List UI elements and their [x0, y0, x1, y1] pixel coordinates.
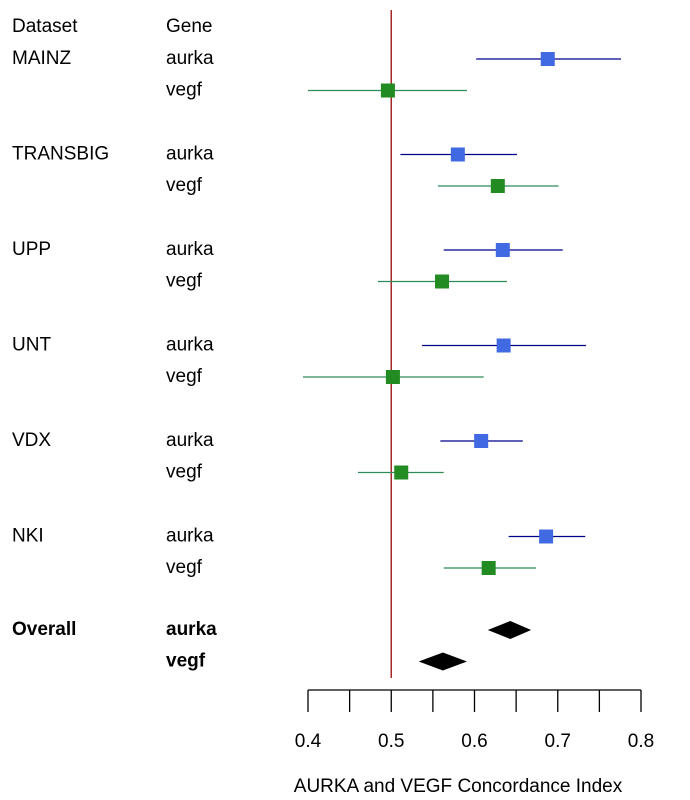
point-estimate — [495, 243, 510, 257]
x-tick-label: 0.5 — [378, 731, 404, 752]
dataset-label: MAINZ — [12, 48, 72, 69]
dataset-label: UNT — [12, 335, 51, 356]
point-estimate — [481, 561, 496, 575]
gene-label: aurka — [166, 526, 214, 547]
dataset-label: TRANSBIG — [12, 144, 109, 165]
point-estimate — [435, 274, 450, 289]
gene-label: aurka — [166, 335, 214, 356]
point-estimate — [394, 465, 409, 480]
point-estimate — [539, 529, 554, 544]
summary-diamond — [487, 621, 532, 639]
dataset-label: NKI — [12, 526, 44, 547]
summary-diamond — [418, 652, 468, 671]
gene-label: vegf — [166, 271, 203, 292]
summary-gene-label: aurka — [166, 619, 217, 640]
gene-label: vegf — [166, 366, 203, 387]
point-estimate — [490, 179, 505, 193]
header: Gene — [166, 16, 212, 37]
x-tick-label: 0.8 — [628, 731, 654, 752]
x-axis-label: AURKA and VEGF Concordance Index — [294, 776, 623, 797]
gene-label: aurka — [166, 239, 214, 260]
x-tick-label: 0.4 — [295, 731, 322, 752]
gene-label: aurka — [166, 144, 214, 165]
point-estimate — [496, 338, 511, 353]
summary-gene-label: vegf — [166, 651, 206, 672]
gene-label: vegf — [166, 557, 203, 578]
point-estimate — [474, 434, 489, 448]
dataset-label: UPP — [12, 239, 51, 260]
gene-label: aurka — [166, 430, 214, 451]
x-tick-label: 0.7 — [545, 731, 571, 752]
gene-label: vegf — [166, 80, 203, 101]
point-estimate — [385, 370, 400, 384]
gene-label: aurka — [166, 48, 214, 69]
point-estimate — [540, 52, 555, 66]
point-estimate — [450, 147, 465, 162]
dataset-label: VDX — [12, 430, 51, 451]
point-estimate — [380, 83, 395, 98]
summary-label: Overall — [12, 619, 76, 640]
gene-label: vegf — [166, 175, 203, 196]
header: Dataset — [12, 16, 78, 37]
x-tick-label: 0.6 — [461, 731, 487, 752]
gene-label: vegf — [166, 462, 203, 483]
